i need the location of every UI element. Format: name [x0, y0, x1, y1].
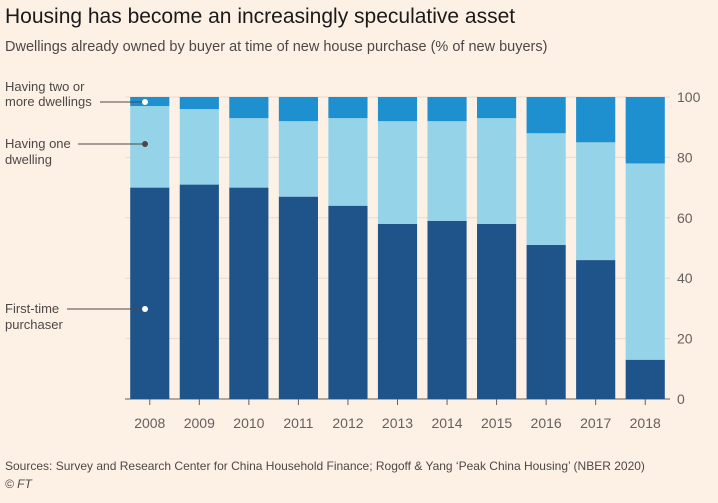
annotation-one-line1: Having one [5, 136, 71, 151]
bar-segment-2011-s1 [278, 121, 318, 197]
bar-segment-2012-s1 [328, 118, 368, 206]
bar-segment-2011-s2 [278, 97, 318, 122]
bar-segment-2009-s0 [179, 184, 219, 399]
x-tick-label-2012: 2012 [332, 415, 363, 431]
bar-segment-2012-s2 [328, 97, 368, 119]
x-tick-label-2014: 2014 [431, 415, 462, 431]
annotation-first-time-line2: purchaser [5, 317, 63, 332]
chart-subtitle: Dwellings already owned by buyer at time… [5, 39, 548, 55]
bar-segment-2018-s2 [625, 97, 665, 164]
x-tick-label-2018: 2018 [630, 415, 661, 431]
bar-segment-2016-s2 [526, 97, 566, 134]
bar-segment-2010-s0 [229, 187, 269, 399]
x-tick-labels: 2008 2009 2010 2011 2012 2013 2014 2015 2016 2017… [134, 399, 661, 431]
y-tick-label: 100 [677, 89, 701, 105]
x-tick-label-2011: 2011 [283, 415, 313, 431]
bar-segment-2016-s1 [526, 133, 566, 245]
y-tick-labels: 0 20 40 60 80 100 [677, 89, 701, 407]
bar-segment-2012-s0 [328, 205, 368, 399]
bar-segment-2017-s1 [576, 142, 616, 261]
bar-segment-2017-s0 [576, 260, 616, 399]
annotation-one-line2: dwelling [5, 152, 52, 167]
chart-title: Housing has become an increasingly specu… [5, 5, 516, 28]
bars [130, 97, 665, 399]
x-tick-label-2008: 2008 [134, 415, 165, 431]
bar-segment-2014-s1 [427, 121, 467, 221]
bar-segment-2014-s0 [427, 220, 467, 399]
x-tick-label-2013: 2013 [382, 415, 413, 431]
bar-segment-2015-s2 [477, 97, 517, 119]
y-tick-label: 0 [677, 391, 685, 407]
y-tick-label: 80 [677, 149, 693, 165]
x-tick-label-2009: 2009 [184, 415, 215, 431]
bar-segment-2010-s1 [229, 118, 269, 188]
bar-segment-2009-s2 [179, 97, 219, 110]
bar-segment-2008-s2 [130, 97, 170, 107]
bar-segment-2013-s2 [377, 97, 418, 122]
bar-segment-2009-s1 [179, 109, 219, 185]
annotation-two-or-more-line1: Having two or [5, 79, 85, 94]
x-tick-label-2016: 2016 [531, 415, 562, 431]
y-tick-label: 40 [677, 270, 693, 286]
x-tick-label-2010: 2010 [233, 415, 264, 431]
bar-segment-2018-s0 [625, 359, 665, 399]
x-tick-label-2017: 2017 [580, 415, 611, 431]
bar-segment-2015-s1 [477, 118, 517, 224]
annotation-dot-two-or-more [142, 99, 148, 105]
bar-segment-2018-s1 [625, 163, 665, 360]
bar-segment-2013-s1 [377, 121, 418, 224]
annotation-dot-one [142, 141, 148, 147]
y-tick-label: 20 [677, 331, 693, 347]
y-tick-label: 60 [677, 210, 693, 226]
bar-segment-2008-s0 [130, 187, 170, 399]
annotation-dot-first-time [142, 306, 148, 312]
bar-segment-2013-s0 [377, 223, 418, 399]
series-annotations: Having two or more dwellings Having one … [5, 79, 148, 332]
credit: © FT [5, 477, 32, 491]
bar-segment-2014-s2 [427, 97, 467, 122]
annotation-two-or-more-line2: more dwellings [5, 94, 92, 109]
x-tick-label-2015: 2015 [481, 415, 512, 431]
bar-segment-2017-s2 [576, 97, 616, 143]
bar-segment-2008-s1 [130, 106, 170, 188]
bar-segment-2015-s0 [477, 223, 517, 399]
bar-segment-2010-s2 [229, 97, 269, 119]
bar-segment-2011-s0 [278, 196, 318, 399]
bar-segment-2016-s0 [526, 244, 566, 399]
source-note: Sources: Survey and Research Center for … [5, 459, 645, 473]
annotation-first-time-line1: First-time [5, 301, 59, 316]
